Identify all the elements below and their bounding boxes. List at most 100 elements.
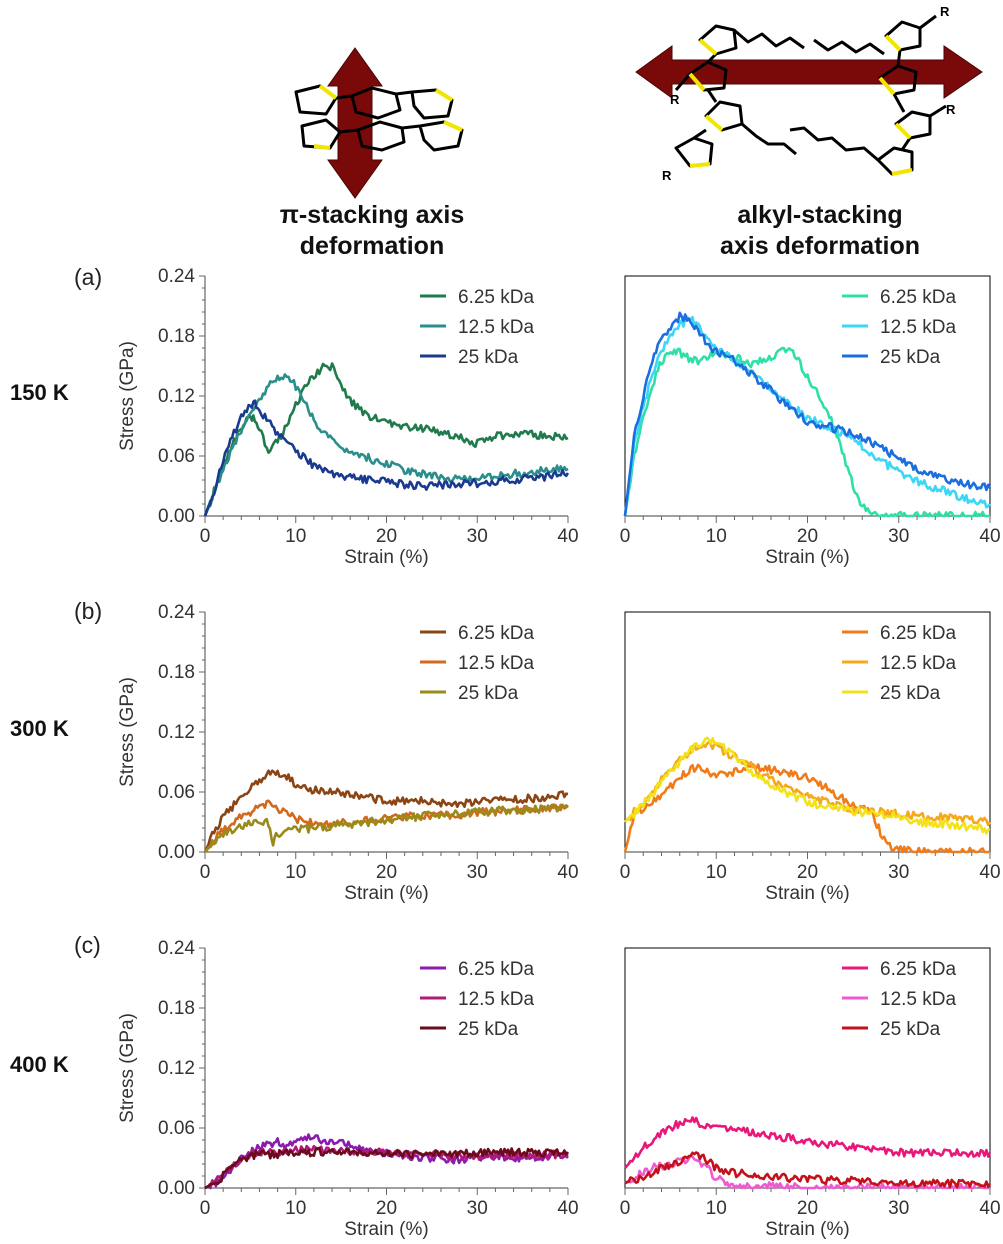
series-line <box>203 399 570 517</box>
legend-label: 6.25 kDa <box>458 623 534 644</box>
x-tick-label: 40 <box>979 1198 1000 1219</box>
y-tick-label: 0.06 <box>158 446 195 467</box>
legend-label: 6.25 kDa <box>880 287 956 308</box>
x-tick-label: 0 <box>620 1198 631 1219</box>
x-tick-label: 40 <box>979 526 1000 547</box>
x-tick-label: 10 <box>706 1198 727 1219</box>
x-axis-label: Strain (%) <box>344 547 428 568</box>
legend-label: 25 kDa <box>458 1019 519 1040</box>
series-line <box>623 762 990 854</box>
series-line <box>203 373 569 517</box>
pi-axis-arrow <box>327 47 383 199</box>
alkyl-stacking-molecule-illustration: R R R R <box>635 4 983 183</box>
legend-label: 12.5 kDa <box>458 989 534 1010</box>
r-group-label: R <box>946 102 956 117</box>
legend-label: 6.25 kDa <box>880 623 956 644</box>
temperature-label-300k: 300 K <box>10 716 69 741</box>
temperature-label-150k: 150 K <box>10 380 69 405</box>
series-line <box>204 803 569 853</box>
x-tick-label: 0 <box>620 526 631 547</box>
x-axis-label: Strain (%) <box>765 547 849 568</box>
y-axis-label: Stress (GPa) <box>117 341 138 451</box>
y-tick-label: 0.06 <box>158 1118 195 1139</box>
chart-b-alkyl: 0 10 20 30 40 Strain (%) 6.25 kDa 12.5 kDa 25 kD… <box>620 611 1001 904</box>
legend-label: 25 kDa <box>458 683 519 704</box>
chart-c-pi: 0 10 20 30 40 Strain (%) 0.00 0.06 0.12 0.18 0.24 S… <box>117 938 579 1240</box>
r-group-label: R <box>662 168 672 183</box>
x-tick-label: 40 <box>557 862 578 883</box>
x-tick-label: 30 <box>888 526 909 547</box>
series-line <box>624 1116 992 1169</box>
x-tick-label: 0 <box>200 1198 211 1219</box>
x-tick-label: 0 <box>620 862 631 883</box>
x-tick-label: 40 <box>557 526 578 547</box>
x-tick-label: 20 <box>797 862 818 883</box>
panel-label-b: (b) <box>74 598 103 624</box>
r-group-label: R <box>940 4 950 19</box>
legend-label: 6.25 kDa <box>880 959 956 980</box>
legend-label: 25 kDa <box>458 347 519 368</box>
alkyl-header-line1: alkyl-stacking <box>737 201 903 229</box>
y-tick-label: 0.12 <box>158 722 195 743</box>
legend-label: 6.25 kDa <box>458 959 534 980</box>
series-line <box>203 362 569 517</box>
x-axis-label: Strain (%) <box>344 883 428 904</box>
x-tick-label: 10 <box>285 1198 306 1219</box>
legend-label: 12.5 kDa <box>880 653 956 674</box>
series-line <box>624 740 992 827</box>
alkyl-header-line2: axis deformation <box>719 232 921 260</box>
legend-label: 12.5 kDa <box>880 989 956 1010</box>
x-tick-label: 0 <box>200 862 211 883</box>
legend-label: 25 kDa <box>880 1019 941 1040</box>
r-group-label: R <box>670 92 680 107</box>
x-tick-label: 10 <box>285 526 306 547</box>
x-tick-label: 0 <box>200 526 211 547</box>
pi-header-line1: π-stacking axis <box>279 201 465 229</box>
x-tick-label: 10 <box>706 862 727 883</box>
x-tick-label: 30 <box>888 862 909 883</box>
y-tick-label: 0.00 <box>158 842 195 863</box>
series-line <box>624 736 991 835</box>
legend-label: 25 kDa <box>880 347 941 368</box>
chart-c-alkyl: 0 10 20 30 40 Strain (%) 6.25 kDa 12.5 kDa 25 kD… <box>620 947 1001 1240</box>
x-tick-label: 30 <box>888 1198 909 1219</box>
y-tick-label: 0.24 <box>158 602 195 623</box>
y-tick-label: 0.24 <box>158 938 195 959</box>
x-axis-label: Strain (%) <box>344 1219 428 1240</box>
x-tick-label: 40 <box>979 862 1000 883</box>
y-tick-label: 0.18 <box>158 662 195 683</box>
legend-label: 12.5 kDa <box>458 317 534 338</box>
legend-label: 12.5 kDa <box>880 317 956 338</box>
x-axis-label: Strain (%) <box>765 1219 849 1240</box>
pi-header-line2: deformation <box>299 232 445 260</box>
x-tick-label: 30 <box>467 526 488 547</box>
y-tick-label: 0.00 <box>158 506 195 527</box>
legend-label: 6.25 kDa <box>458 287 534 308</box>
x-tick-label: 20 <box>797 1198 818 1219</box>
temperature-label-400k: 400 K <box>10 1052 69 1077</box>
x-tick-label: 30 <box>467 862 488 883</box>
legend-label: 12.5 kDa <box>458 653 534 674</box>
x-axis-label: Strain (%) <box>765 883 849 904</box>
y-tick-label: 0.00 <box>158 1178 195 1199</box>
panel-label-a: (a) <box>74 264 103 290</box>
legend-label: 25 kDa <box>880 683 941 704</box>
x-tick-label: 20 <box>376 1198 397 1219</box>
pi-stacking-molecule-illustration <box>294 47 464 199</box>
y-tick-label: 0.24 <box>158 266 195 287</box>
panel-label-c: (c) <box>74 932 101 958</box>
x-tick-label: 10 <box>706 526 727 547</box>
x-tick-label: 20 <box>797 526 818 547</box>
plot-frame <box>624 611 991 853</box>
series-line <box>203 769 569 853</box>
x-tick-label: 20 <box>376 526 397 547</box>
chart-b-pi: 0 10 20 30 40 Strain (%) 0.00 0.06 0.12 0.18 0.24 S… <box>117 602 579 904</box>
y-tick-label: 0.06 <box>158 782 195 803</box>
x-tick-label: 20 <box>376 862 397 883</box>
x-tick-label: 40 <box>557 1198 578 1219</box>
series-line <box>624 1153 990 1190</box>
y-tick-label: 0.12 <box>158 1058 195 1079</box>
x-tick-label: 30 <box>467 1198 488 1219</box>
charts-layer: 0 10 20 30 40 Strain (%) 0.00 0.06 0.12 0.18 0.24 S… <box>117 266 1001 1240</box>
